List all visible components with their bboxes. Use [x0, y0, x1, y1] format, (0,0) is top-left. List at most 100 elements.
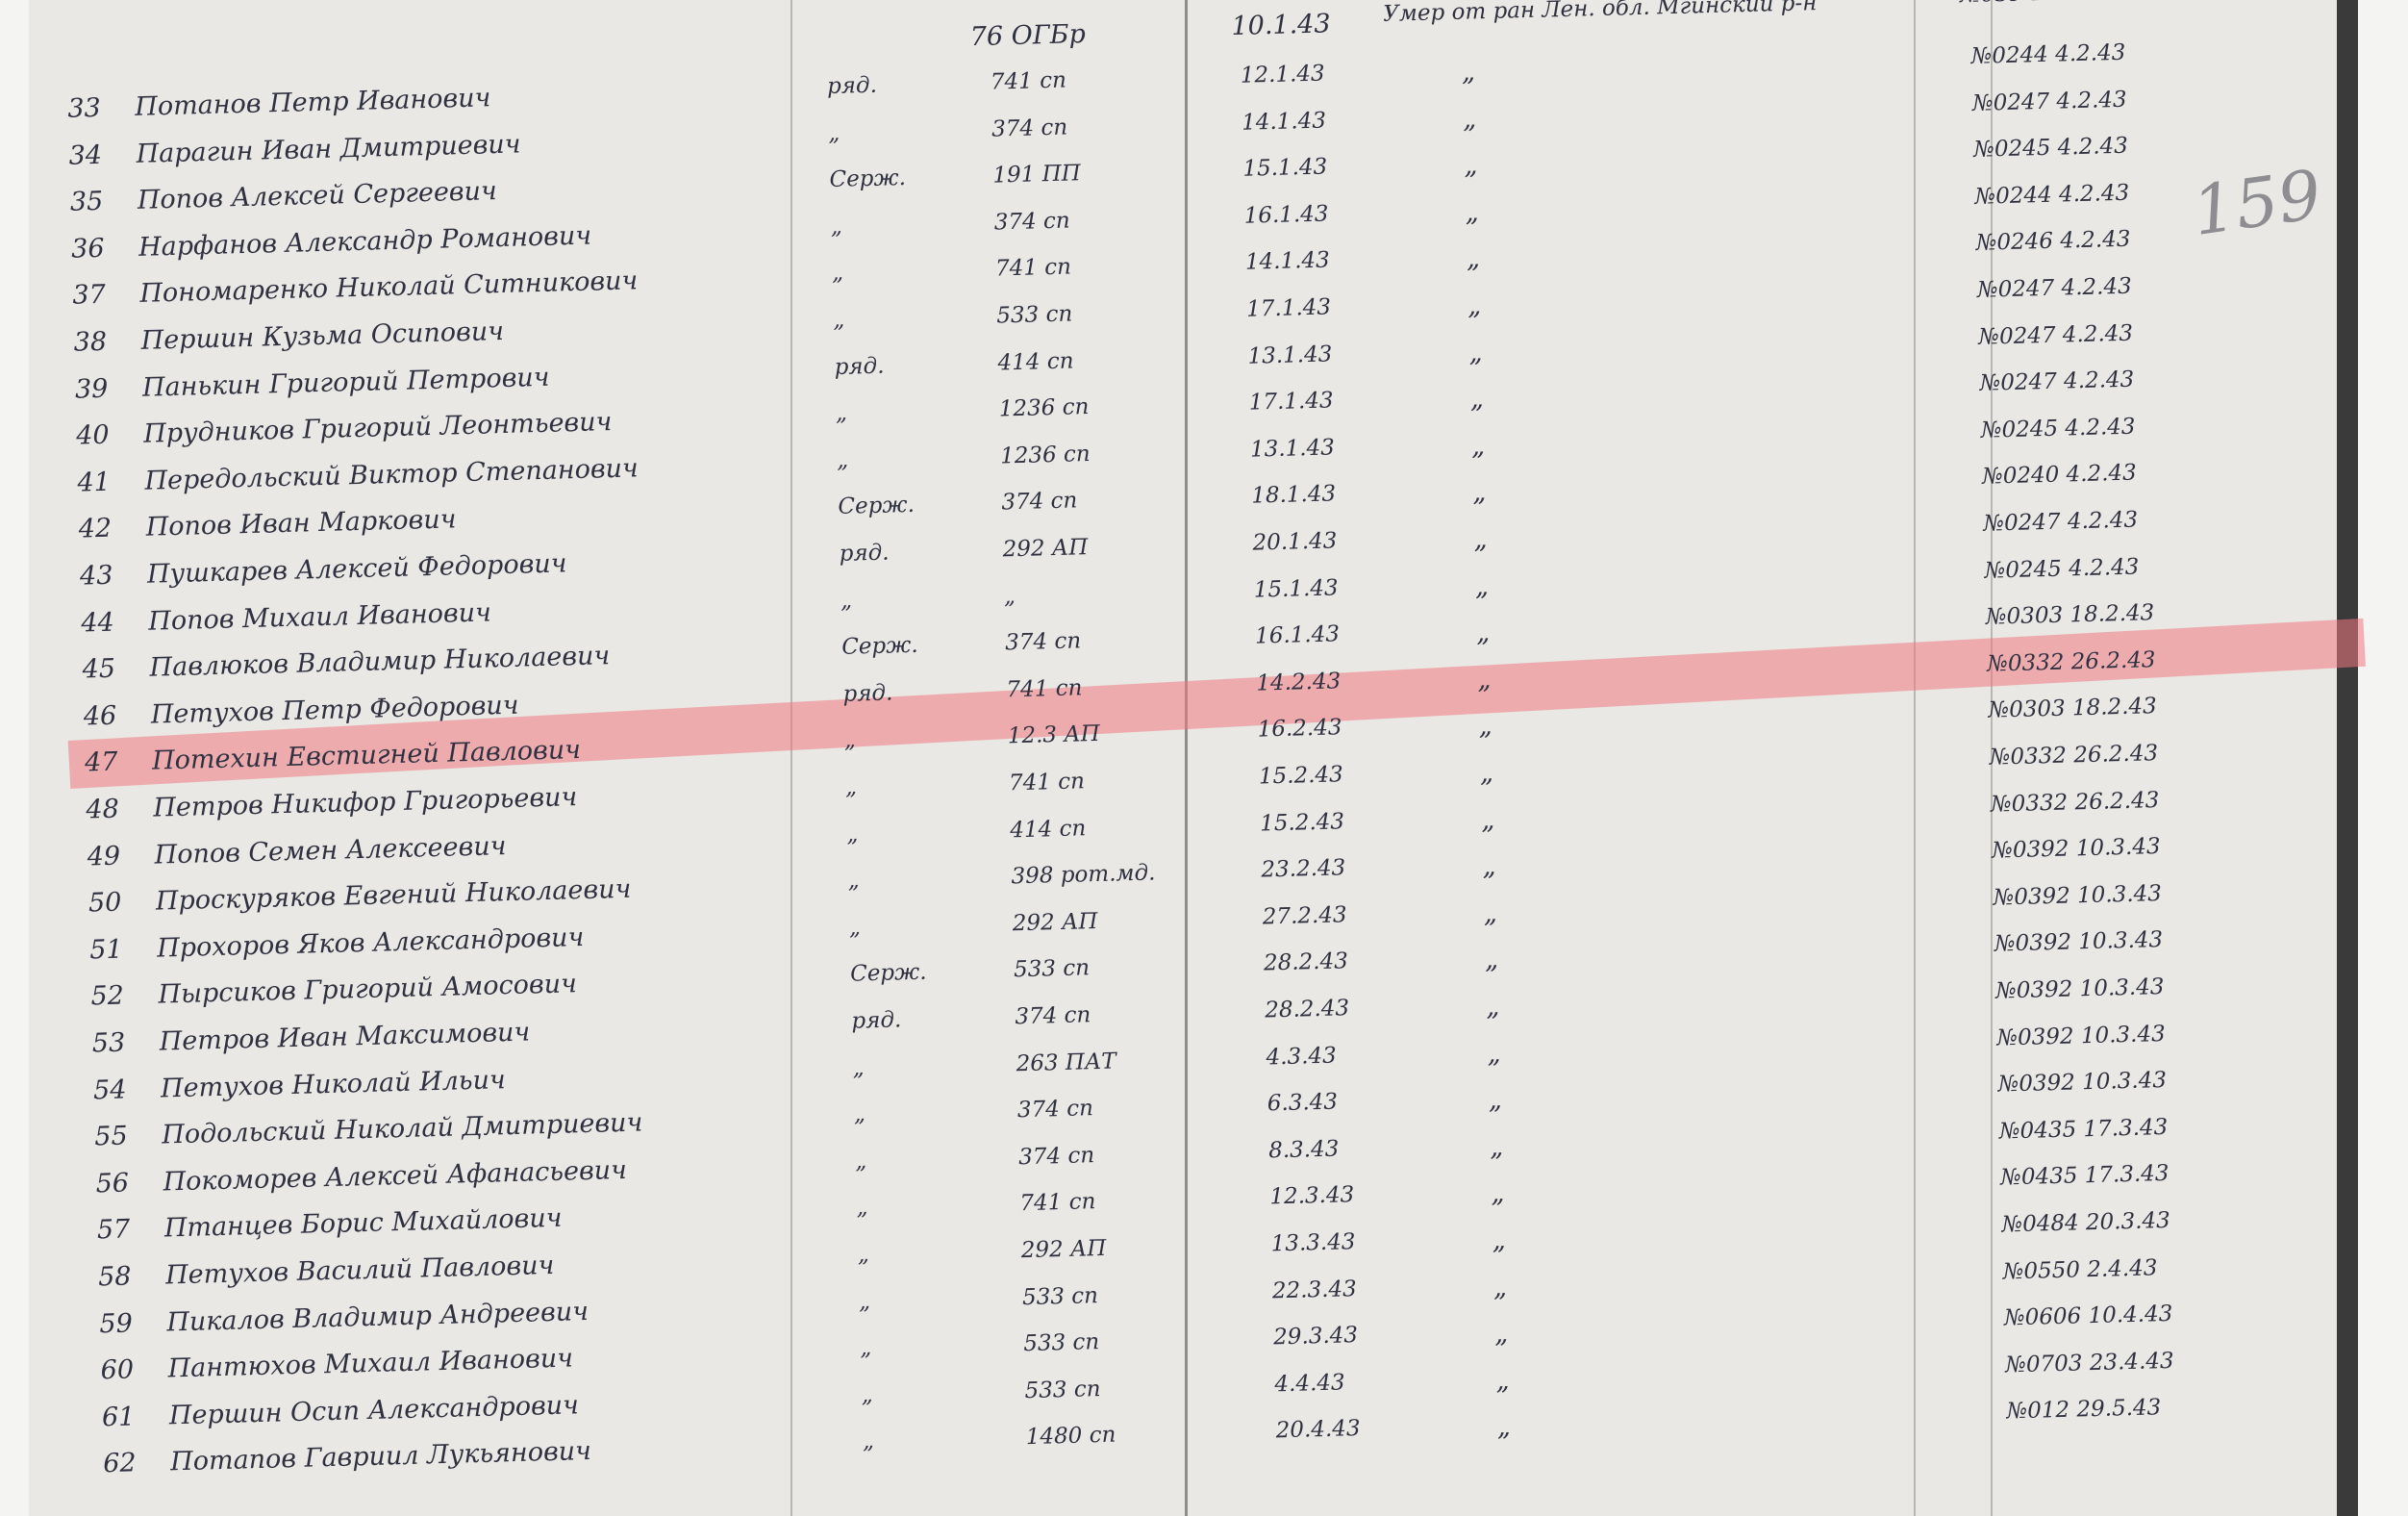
person-name: Пушкарев Алексей Федорович — [146, 548, 567, 590]
report-ref: №0245 4.2.43 — [1980, 414, 2136, 443]
report-ref: №0435 17.3.43 — [1999, 1161, 2170, 1191]
death-date: 18.1.43 — [1250, 481, 1337, 510]
rank: Серж. — [838, 493, 916, 520]
place-ditto: „ — [1488, 1085, 1503, 1116]
row-number: 34 — [68, 139, 103, 171]
unit: 292 АП — [1012, 908, 1098, 937]
person-name: Пономаренко Николай Ситникович — [139, 265, 639, 310]
place-ditto: „ — [1468, 337, 1483, 368]
row-number: 38 — [73, 326, 108, 358]
unit: 374 сп — [1001, 488, 1078, 516]
death-date: 13.1.43 — [1249, 435, 1336, 463]
unit: 741 сп — [994, 254, 1072, 282]
person-name: Першин Кузьма Осипович — [140, 316, 505, 356]
death-date: 13.1.43 — [1247, 341, 1333, 369]
place-ditto: „ — [1475, 618, 1491, 648]
place-ditto: „ — [1463, 150, 1478, 181]
death-date: 29.3.43 — [1272, 1323, 1359, 1351]
death-date: 28.2.43 — [1264, 996, 1350, 1023]
row-number: 43 — [79, 560, 113, 592]
place-ditto: „ — [1484, 945, 1499, 975]
person-name: Петухов Николай Ильич — [160, 1064, 507, 1104]
column-rule — [1991, 0, 1993, 1516]
report-ref: №0247 4.2.43 — [1982, 507, 2139, 537]
unit: 191 ПП — [992, 161, 1082, 189]
page-edge — [2337, 0, 2358, 1516]
place-ditto: „ — [1489, 1131, 1504, 1163]
place-ditto: „ — [1466, 243, 1481, 275]
death-date: 14.1.43 — [1241, 108, 1327, 136]
report-ref: №0392 10.3.43 — [1994, 927, 2164, 957]
unit: 374 сп — [1004, 628, 1082, 656]
row-number: 44 — [80, 607, 115, 639]
person-name: Парагин Иван Дмитриевич — [136, 129, 521, 169]
row-number: 42 — [78, 514, 113, 544]
row-number: 35 — [69, 186, 104, 217]
death-date: 23.2.43 — [1261, 855, 1346, 883]
report-ref: №0247 4.2.43 — [1979, 366, 2135, 396]
person-name: Потехин Евстигней Павлович — [151, 735, 582, 777]
person-name: Попов Михаил Иванович — [147, 596, 492, 637]
report-ref: №0245 4.2.43 — [1984, 554, 2140, 584]
report-ref: №0246 4.2.43 — [1975, 227, 2131, 257]
unit: 414 сп — [1009, 815, 1087, 843]
rank: „ — [848, 915, 862, 941]
report-ref: №0247 4.2.43 — [1976, 273, 2133, 303]
rank: „ — [854, 1149, 867, 1175]
unit: 292 АП — [1020, 1235, 1107, 1264]
death-date: 6.3.43 — [1267, 1089, 1339, 1117]
report-ref: №0245 4.2.43 — [1972, 133, 2129, 164]
person-name: Потанов Петр Иванович — [134, 83, 491, 122]
person-name: Потапов Гавриил Лукьянович — [169, 1436, 592, 1478]
death-date: 20.1.43 — [1252, 528, 1338, 556]
unit: 741 сп — [1008, 769, 1086, 796]
header-date: 10.1.43 — [1231, 9, 1331, 42]
rank: „ — [858, 1288, 871, 1315]
column-rule — [790, 0, 792, 1516]
report-ref: №0332 26.2.43 — [1989, 741, 2159, 771]
row-number: 37 — [72, 280, 107, 312]
place-ditto: „ — [1493, 1319, 1509, 1350]
report-ref: №0244 4.2.43 — [1974, 180, 2130, 210]
row-number: 57 — [96, 1214, 131, 1246]
row-number: 56 — [95, 1168, 130, 1200]
unit: 374 сп — [1016, 1096, 1094, 1124]
rank: „ — [857, 1242, 870, 1268]
rank: „ — [843, 727, 857, 754]
unit: 1480 сп — [1025, 1423, 1116, 1451]
person-name: Першин Осип Александрович — [168, 1390, 580, 1431]
row-number: 61 — [101, 1402, 136, 1433]
death-date: 13.3.43 — [1270, 1229, 1356, 1257]
column-rule — [1914, 0, 1916, 1516]
rank: ряд. — [839, 540, 890, 567]
person-name: Петухов Петр Федорович — [150, 690, 519, 730]
report-ref: №0550 2.4.43 — [2002, 1254, 2158, 1285]
report-ref: №0484 20.3.43 — [2001, 1207, 2171, 1238]
report-ref: №0392 10.3.43 — [1997, 1068, 2168, 1098]
place-ditto: „ — [1482, 851, 1496, 882]
report-ref: №0247 4.2.43 — [1977, 320, 2134, 350]
unit: 263 ПАТ — [1016, 1049, 1117, 1076]
person-name: Передольский Виктор Степанович — [144, 453, 640, 496]
row-number: 59 — [99, 1308, 134, 1339]
row-number: 41 — [77, 467, 112, 498]
unit: 374 сп — [993, 208, 1070, 236]
place-ditto: „ — [1492, 1225, 1507, 1256]
death-date: 20.4.43 — [1275, 1416, 1361, 1444]
person-name: Петров Никифор Григорьевич — [153, 782, 578, 823]
person-name: Прудников Григорий Леонтьевич — [142, 407, 613, 449]
report-ref: №0303 18.2.43 — [1988, 694, 2158, 724]
row-number: 49 — [87, 841, 121, 872]
unit: „ — [1003, 583, 1016, 610]
rank: „ — [860, 1335, 872, 1361]
report-ref: №0332 26.2.43 — [1990, 787, 2160, 818]
death-date: 15.1.43 — [1253, 574, 1339, 603]
person-name: Пантюхов Михаил Иванович — [167, 1343, 574, 1384]
death-date: 16.2.43 — [1257, 715, 1342, 743]
unit: 414 сп — [997, 348, 1074, 376]
unit: 533 сп — [1021, 1282, 1099, 1310]
person-name: Попов Алексей Сергеевич — [137, 176, 498, 216]
death-date: 28.2.43 — [1263, 948, 1349, 976]
place-ditto: „ — [1496, 1412, 1512, 1443]
